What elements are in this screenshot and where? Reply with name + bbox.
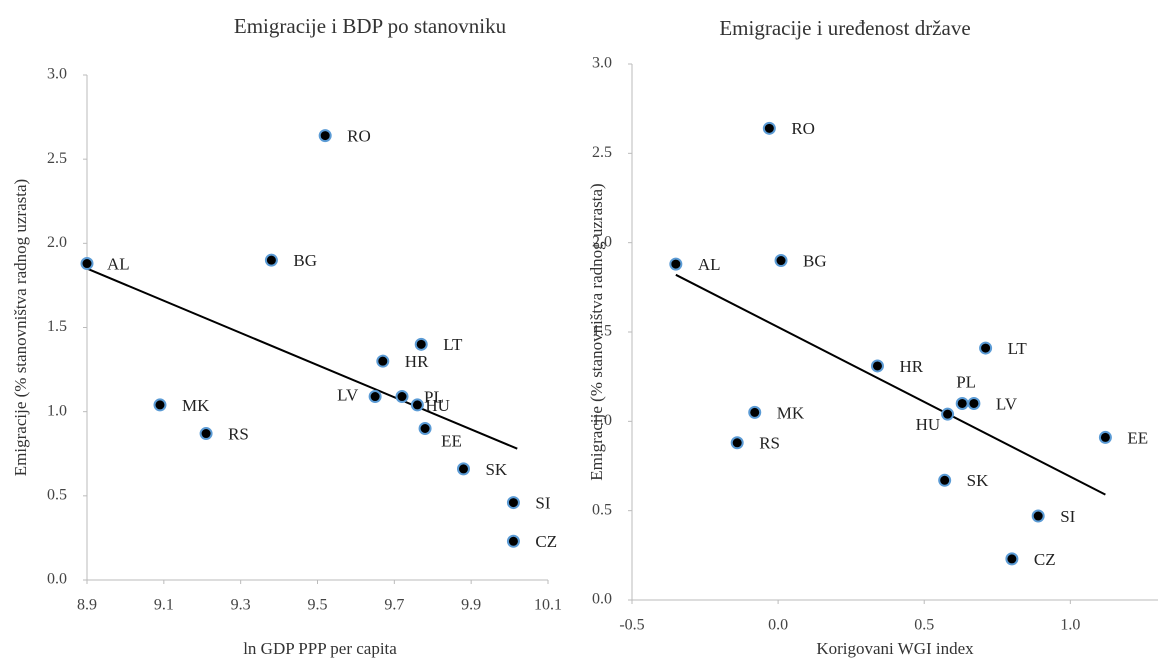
point <box>774 254 788 268</box>
point <box>264 253 278 267</box>
point <box>1031 509 1045 523</box>
point <box>199 427 213 441</box>
point-label: LV <box>337 385 359 404</box>
point <box>153 398 167 412</box>
x-tick-label: 8.9 <box>77 597 97 614</box>
y-tick-label: 2.5 <box>592 144 612 161</box>
point-label: MK <box>777 403 805 422</box>
point <box>418 422 432 435</box>
y-tick-label: 1.5 <box>592 323 612 340</box>
point-label: AL <box>698 255 721 274</box>
point <box>506 534 520 548</box>
point <box>979 341 993 355</box>
point-label: HU <box>916 415 941 434</box>
point-label: RS <box>228 424 249 443</box>
x-tick-label: 9.9 <box>461 597 481 614</box>
point <box>395 390 409 404</box>
x-tick-label: 0.5 <box>914 617 934 634</box>
point-label: CZ <box>1034 550 1056 569</box>
point-label: EE <box>441 431 462 450</box>
point-label: MK <box>182 396 210 415</box>
point-label: LT <box>443 335 463 354</box>
point-label: EE <box>1127 428 1148 447</box>
point <box>506 496 520 510</box>
y-tick-label: 2.0 <box>47 234 67 251</box>
point-label: SK <box>485 460 507 479</box>
point-label: RS <box>759 434 780 453</box>
point <box>938 473 952 487</box>
point-label: HR <box>405 352 429 371</box>
point <box>730 436 744 450</box>
point <box>456 462 470 476</box>
point-label: LV <box>996 394 1018 413</box>
x-tick-label: 9.3 <box>231 597 251 614</box>
point-label: BG <box>803 251 827 270</box>
point-label: LT <box>1008 339 1028 358</box>
y-tick-label: 2.0 <box>592 233 612 250</box>
point <box>414 337 428 351</box>
point <box>410 398 424 412</box>
trendline <box>675 273 1106 496</box>
x-tick-label: 1.0 <box>1060 617 1080 634</box>
point-label: PL <box>956 372 976 391</box>
x-tick-label: 9.5 <box>308 597 328 614</box>
point-label: RO <box>791 119 815 138</box>
point <box>762 121 776 135</box>
y-tick-label: 0.0 <box>47 571 67 588</box>
point-label: SI <box>535 493 550 512</box>
y-axis-label: Emigracije (% stanovništva radnog uzrast… <box>587 183 606 480</box>
point <box>1098 430 1112 444</box>
point-label: SI <box>1060 507 1075 526</box>
point <box>80 257 94 271</box>
x-axis-label: Korigovani WGI index <box>816 639 974 658</box>
point <box>368 390 382 404</box>
point-label: RO <box>347 127 371 146</box>
chart-title: Emigracije i BDP po stanovniku <box>234 14 507 38</box>
point-label: HU <box>425 396 450 415</box>
trendline <box>86 267 518 450</box>
x-tick-label: 0.0 <box>768 617 788 634</box>
point <box>870 359 884 373</box>
y-tick-label: 1.0 <box>47 402 67 419</box>
x-tick-label: 9.1 <box>154 597 174 614</box>
point <box>669 257 683 271</box>
point <box>1005 552 1019 566</box>
point <box>376 354 390 368</box>
y-tick-label: 0.5 <box>592 501 612 518</box>
point <box>941 407 955 421</box>
chart-title: Emigracije i uređenost države <box>719 16 970 40</box>
point-label: HR <box>899 357 923 376</box>
x-tick-label: 9.7 <box>384 597 404 614</box>
y-tick-label: 1.0 <box>592 412 612 429</box>
y-tick-label: 0.5 <box>47 487 67 504</box>
point-label: SK <box>967 471 989 490</box>
y-axis-label: Emigracije (% stanovništva radnog uzrast… <box>11 179 30 476</box>
y-tick-label: 0.0 <box>592 591 612 608</box>
y-tick-label: 2.5 <box>47 150 67 167</box>
point-label: PL <box>424 387 444 406</box>
x-tick-label: -0.5 <box>619 617 644 634</box>
point-label: CZ <box>535 532 557 551</box>
point <box>967 396 981 410</box>
point <box>318 129 332 143</box>
point <box>955 396 969 410</box>
x-axis-label: ln GDP PPP per capita <box>243 639 397 658</box>
y-tick-label: 3.0 <box>592 55 612 72</box>
point-label: BG <box>293 251 317 270</box>
y-tick-label: 1.5 <box>47 318 67 335</box>
y-tick-label: 3.0 <box>47 66 67 83</box>
point <box>748 405 762 419</box>
x-tick-label: 10.1 <box>534 597 562 614</box>
point-label: AL <box>107 254 130 273</box>
